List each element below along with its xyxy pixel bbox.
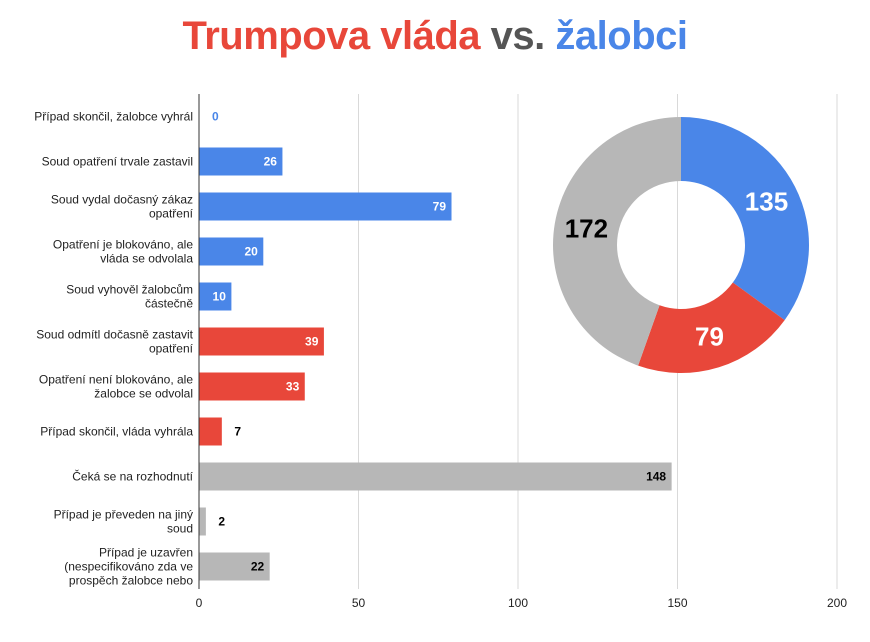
chart-title: Trumpova vláda vs. žalobci: [0, 14, 870, 59]
category-label: Soud odmítl dočasně zastavit opatření: [36, 328, 193, 356]
title-part-government: Trumpova vláda: [182, 14, 481, 58]
bar-value-label: 0: [212, 110, 219, 124]
bar: [199, 552, 270, 581]
donut-slice: [681, 117, 810, 321]
category-label-line: Případ je uzavřen: [99, 546, 193, 560]
category-labels: Případ skončil, žalobce vyhrál Soud opatř…: [34, 110, 193, 588]
category-label: Soud opatření trvale zastavil: [42, 155, 193, 169]
category-label: Případ skončil, žalobce vyhrál: [34, 110, 193, 124]
donut-slice-label: 172: [565, 214, 608, 244]
donut-chart: 135 79 172: [553, 117, 810, 373]
category-label-line: Soud vydal dočasný zákaz: [51, 193, 193, 207]
bar-value-label: 26: [264, 155, 278, 169]
bar-value-label: 22: [251, 560, 265, 574]
category-label-line: prospěch žalobce nebo: [69, 574, 193, 588]
bar-value-label: 7: [234, 425, 241, 439]
bar: [199, 147, 283, 176]
bar: [199, 282, 232, 311]
x-tick-label: 0: [196, 596, 203, 610]
bar-value-label: 2: [218, 515, 225, 529]
bar-value-label: 79: [433, 200, 447, 214]
x-tick-label: 100: [508, 596, 528, 610]
bar-value-label: 10: [213, 290, 227, 304]
category-label-line: soud: [167, 522, 193, 536]
bar: [199, 417, 222, 446]
category-label-line: Případ skončil, žalobce vyhrál: [34, 110, 193, 124]
category-label-line: vláda se odvolala: [100, 252, 193, 266]
bar-value-label: 20: [244, 245, 258, 259]
category-label-line: žalobce se odvolal: [94, 387, 193, 401]
bar: [199, 192, 452, 221]
bar-value-label: 148: [646, 470, 666, 484]
x-tick-label: 150: [667, 596, 687, 610]
category-label-line: Čeká se na rozhodnutí: [72, 469, 193, 484]
category-label: Soud vydal dočasný zákaz opatření: [51, 193, 194, 221]
donut-slice-label: 79: [695, 322, 724, 352]
category-label: Čeká se na rozhodnutí: [72, 469, 193, 484]
bar: [199, 372, 305, 401]
category-label-line: opatření: [149, 207, 194, 221]
category-label: Opatření není blokováno, ale žalobce se o…: [39, 373, 193, 401]
title-part-plaintiffs: žalobci: [555, 14, 688, 58]
bar-value-label: 33: [286, 380, 300, 394]
category-label-line: Soud odmítl dočasně zastavit: [36, 328, 193, 342]
category-label-line: Opatření je blokováno, ale: [53, 238, 193, 252]
category-label: Soud vyhověl žalobcům částečně: [66, 283, 193, 311]
donut-slice: [553, 117, 681, 366]
category-label: Opatření je blokováno, ale vláda se odvol…: [53, 238, 193, 266]
category-label: Případ je uzavřen (nespecifikováno zda ve…: [64, 546, 193, 588]
category-label-line: (nespecifikováno zda ve: [64, 560, 193, 574]
bar: [199, 327, 324, 356]
x-tick-label: 200: [827, 596, 847, 610]
category-label-line: Soud opatření trvale zastavil: [42, 155, 193, 169]
bar: [199, 237, 264, 266]
category-label-line: částečně: [145, 297, 193, 311]
category-label-line: Soud vyhověl žalobcům: [66, 283, 193, 297]
category-label: Případ skončil, vláda vyhrála: [40, 425, 193, 439]
category-label-line: Případ skončil, vláda vyhrála: [40, 425, 193, 439]
bar: [199, 462, 672, 491]
x-tick-label: 50: [352, 596, 366, 610]
title-part-vs: vs.: [480, 14, 556, 58]
category-label-line: opatření: [149, 342, 194, 356]
category-label: Případ je převeden na jiný soud: [54, 508, 193, 536]
bar-value-label: 39: [305, 335, 319, 349]
donut-slice: [638, 282, 785, 373]
category-label-line: Případ je převeden na jiný: [54, 508, 193, 522]
donut-slice-label: 135: [745, 186, 788, 216]
bar: [199, 507, 206, 536]
x-axis-ticks: 0 50 100 150 200: [196, 596, 848, 610]
category-label-line: Opatření není blokováno, ale: [39, 373, 193, 387]
